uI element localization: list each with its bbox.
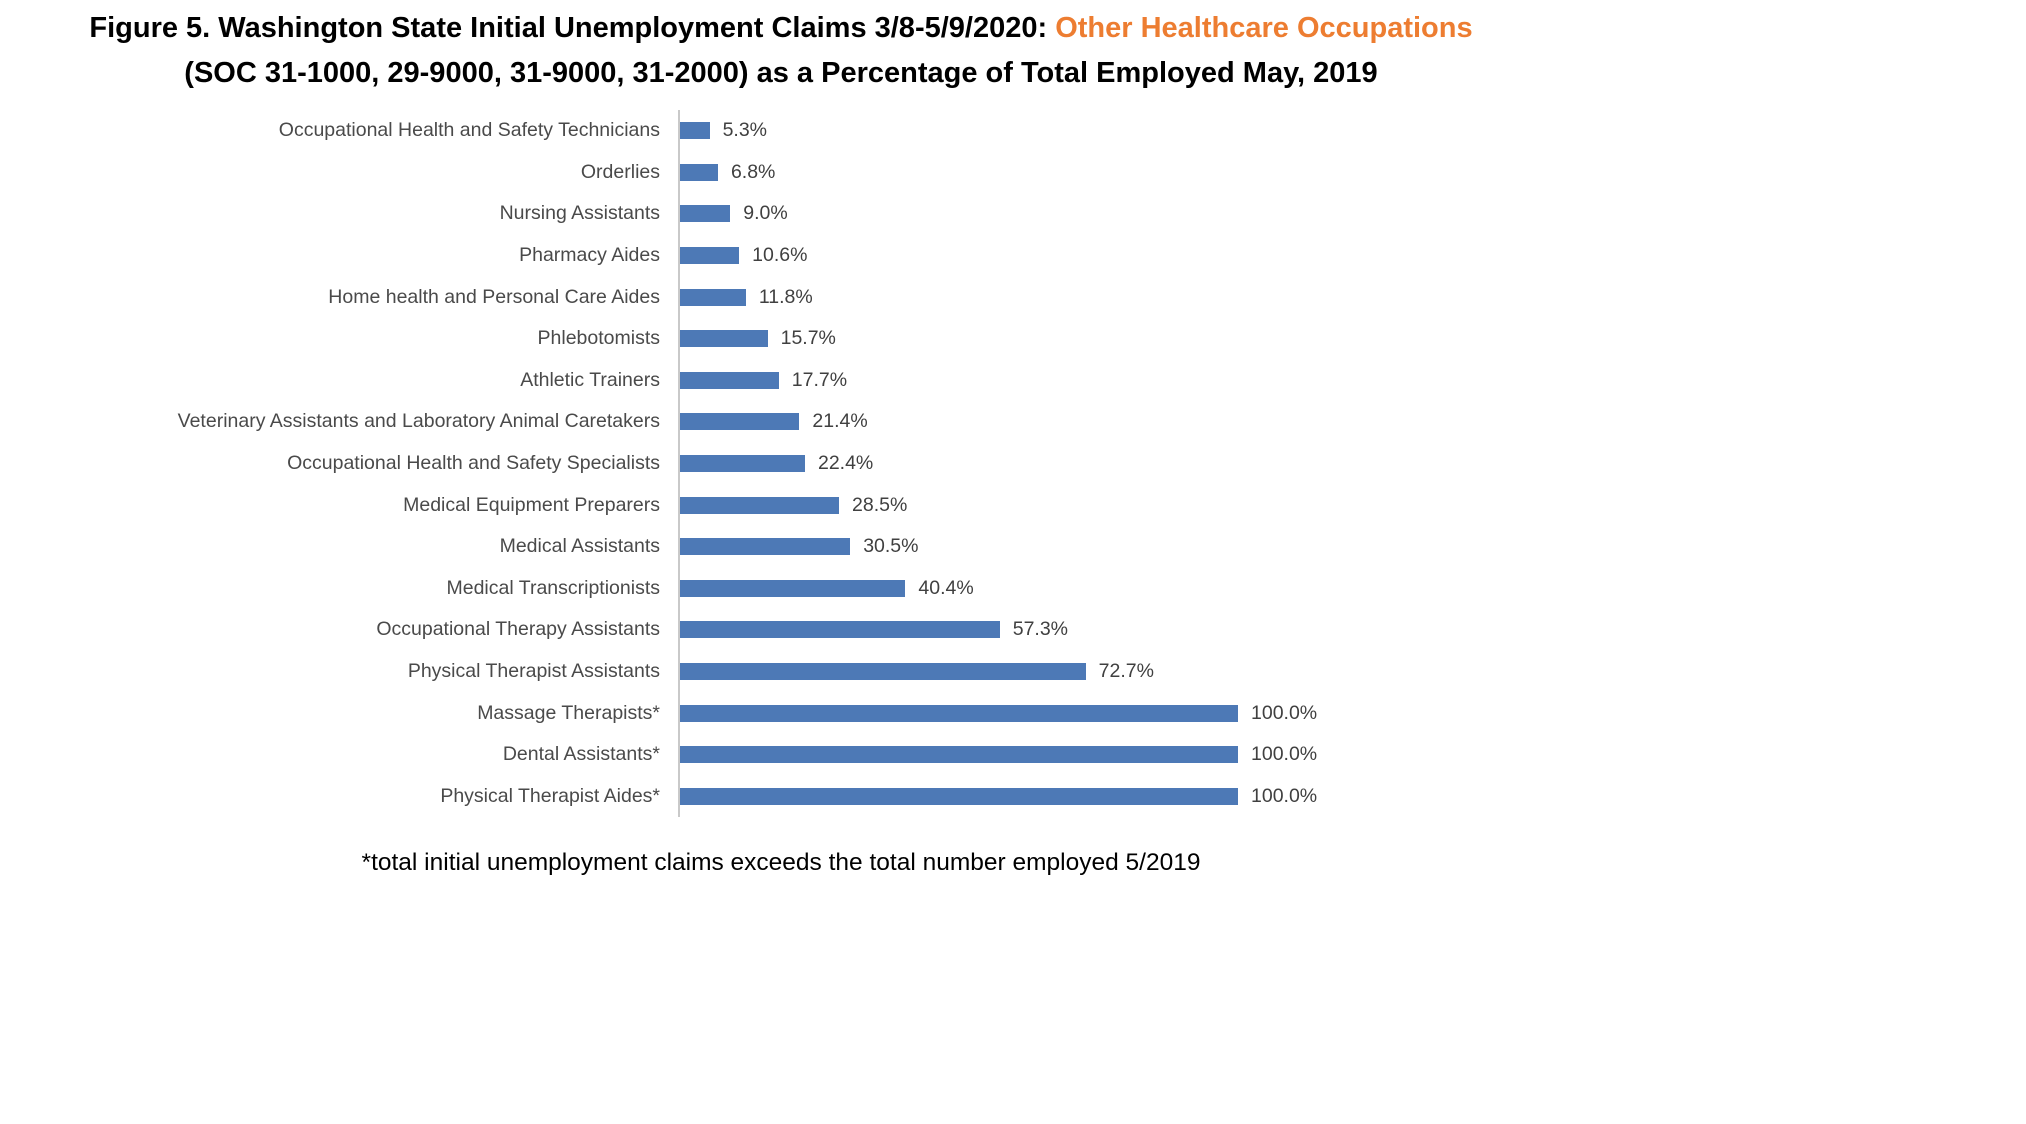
bar-cell: 5.3% bbox=[678, 110, 1562, 152]
figure-content: Figure 5. Washington State Initial Unemp… bbox=[0, 6, 1562, 877]
bar bbox=[680, 455, 805, 473]
bar-cell: 11.8% bbox=[678, 276, 1562, 318]
bar bbox=[680, 663, 1086, 681]
bar-cell: 22.4% bbox=[678, 442, 1562, 485]
bar-row: Phlebotomists 15.7% bbox=[0, 317, 1562, 360]
category-label: Occupational Health and Safety Technicia… bbox=[278, 119, 660, 142]
value-label: 28.5% bbox=[852, 493, 908, 516]
bar-cell: 28.5% bbox=[678, 484, 1562, 526]
category-label: Orderlies bbox=[580, 160, 660, 183]
bar bbox=[680, 288, 746, 306]
bar-row: Dental Assistants* 100.0% bbox=[0, 733, 1562, 776]
bar-cell: 10.6% bbox=[678, 234, 1562, 277]
bar-row: Pharmacy Aides 10.6% bbox=[0, 234, 1562, 277]
category-label: Occupational Therapy Assistants bbox=[376, 618, 660, 641]
category-label: Pharmacy Aides bbox=[519, 244, 660, 267]
category-label: Veterinary Assistants and Laboratory Ani… bbox=[177, 410, 660, 433]
value-label: 15.7% bbox=[780, 327, 836, 350]
value-label: 17.7% bbox=[791, 368, 848, 391]
bar-cell: 21.4% bbox=[678, 401, 1562, 443]
chart-title-prefix: Figure 5. Washington State Initial Unemp… bbox=[89, 12, 1056, 44]
bar bbox=[680, 205, 731, 223]
value-label: 9.0% bbox=[743, 202, 788, 225]
bar-cell: 72.7% bbox=[678, 650, 1562, 693]
bar-cell: 57.3% bbox=[678, 609, 1562, 651]
bar-cell: 17.7% bbox=[678, 359, 1562, 402]
chart-title-highlight: Other Healthcare Occupations bbox=[1055, 12, 1473, 44]
bar bbox=[680, 579, 906, 597]
bar bbox=[680, 122, 710, 140]
bar-cell: 30.5% bbox=[678, 525, 1562, 568]
bar-row: Occupational Health and Safety Technicia… bbox=[0, 110, 1562, 152]
chart-title: Figure 5. Washington State Initial Unemp… bbox=[0, 6, 1562, 96]
bar-chart: Occupational Health and Safety Technicia… bbox=[0, 110, 1562, 818]
category-label: Medical Equipment Preparers bbox=[403, 493, 660, 516]
bar bbox=[680, 163, 718, 181]
bar bbox=[680, 787, 1238, 805]
value-label: 72.7% bbox=[1098, 660, 1154, 683]
value-label: 5.3% bbox=[722, 119, 768, 142]
value-label: 10.6% bbox=[752, 244, 808, 267]
bar-row: Occupational Health and Safety Specialis… bbox=[0, 442, 1562, 485]
bar bbox=[680, 247, 740, 265]
category-label: Phlebotomists bbox=[537, 327, 660, 350]
chart-title-line2: (SOC 31-1000, 29-9000, 31-9000, 31-2000)… bbox=[184, 57, 1378, 89]
bar bbox=[680, 371, 779, 389]
category-label: Home health and Personal Care Aides bbox=[328, 285, 660, 308]
category-label: Physical Therapist Assistants bbox=[407, 660, 660, 683]
bar-row: Veterinary Assistants and Laboratory Ani… bbox=[0, 401, 1562, 443]
category-label: Medical Transcriptionists bbox=[446, 576, 661, 599]
bar-row: Medical Equipment Preparers 28.5% bbox=[0, 484, 1562, 526]
value-label: 40.4% bbox=[918, 576, 974, 599]
bar bbox=[680, 538, 851, 556]
value-label: 57.3% bbox=[1012, 618, 1069, 641]
bar-row: Nursing Assistants 9.0% bbox=[0, 193, 1562, 235]
category-label: Nursing Assistants bbox=[499, 202, 660, 225]
category-label: Occupational Health and Safety Specialis… bbox=[287, 452, 660, 475]
bar-cell: 40.4% bbox=[678, 567, 1562, 610]
category-label: Athletic Trainers bbox=[520, 368, 660, 391]
bar-row: Orderlies 6.8% bbox=[0, 151, 1562, 194]
bar bbox=[680, 496, 840, 514]
bar-cell: 9.0% bbox=[678, 193, 1562, 235]
value-label: 11.8% bbox=[758, 285, 813, 308]
bar-row: Medical Assistants 30.5% bbox=[0, 525, 1562, 568]
value-label: 100.0% bbox=[1251, 743, 1318, 766]
chart-footnote: *total initial unemployment claims excee… bbox=[361, 849, 1201, 877]
value-label: 6.8% bbox=[730, 160, 776, 183]
bar-cell: 15.7% bbox=[678, 317, 1562, 360]
bar-row: Athletic Trainers 17.7% bbox=[0, 359, 1562, 402]
bar-row: Occupational Therapy Assistants 57.3% bbox=[0, 609, 1562, 651]
category-label: Massage Therapists* bbox=[477, 701, 660, 724]
bar-row: Massage Therapists* 100.0% bbox=[0, 692, 1562, 734]
chart-title-line1: Figure 5. Washington State Initial Unemp… bbox=[0, 6, 1562, 51]
bar bbox=[680, 704, 1238, 722]
category-label: Medical Assistants bbox=[499, 535, 660, 558]
bar-row: Physical Therapist Assistants 72.7% bbox=[0, 650, 1562, 693]
bar-row: Medical Transcriptionists 40.4% bbox=[0, 567, 1562, 610]
category-label: Physical Therapist Aides* bbox=[440, 784, 660, 807]
bar-cell: 6.8% bbox=[678, 151, 1562, 194]
category-label: Dental Assistants* bbox=[502, 743, 660, 766]
value-label: 30.5% bbox=[863, 535, 919, 558]
bar bbox=[680, 621, 1000, 639]
bar bbox=[680, 413, 800, 431]
bar bbox=[680, 330, 768, 348]
bar-row: Home health and Personal Care Aides 11.8% bbox=[0, 276, 1562, 318]
bar-row: Physical Therapist Aides* 100.0% bbox=[0, 775, 1562, 818]
bar-cell: 100.0% bbox=[678, 692, 1562, 734]
bar-cell: 100.0% bbox=[678, 775, 1562, 818]
value-label: 100.0% bbox=[1251, 784, 1318, 807]
bar-cell: 100.0% bbox=[678, 733, 1562, 776]
value-label: 21.4% bbox=[812, 410, 868, 433]
value-label: 22.4% bbox=[817, 452, 874, 475]
bar bbox=[680, 746, 1238, 764]
value-label: 100.0% bbox=[1251, 701, 1318, 724]
